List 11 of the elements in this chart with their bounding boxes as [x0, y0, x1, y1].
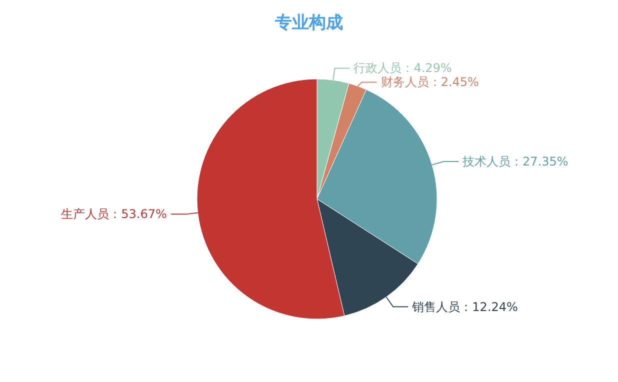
- slice-label: 财务人员: [380, 75, 429, 90]
- slice-label: 行政人员: [354, 61, 402, 76]
- slice-label: 技术人员: [462, 154, 511, 168]
- data-label: ：4.29%: [402, 61, 452, 76]
- slice-label: 生产人员: [61, 207, 110, 222]
- data-label: ：27.35%: [510, 154, 568, 168]
- data-label: ：12.24%: [460, 300, 518, 314]
- chart-title: 专业构成: [274, 13, 343, 33]
- data-label: ：2.45%: [428, 75, 479, 90]
- slice-label: 销售人员: [411, 300, 460, 314]
- data-label: ：53.67%: [109, 207, 167, 222]
